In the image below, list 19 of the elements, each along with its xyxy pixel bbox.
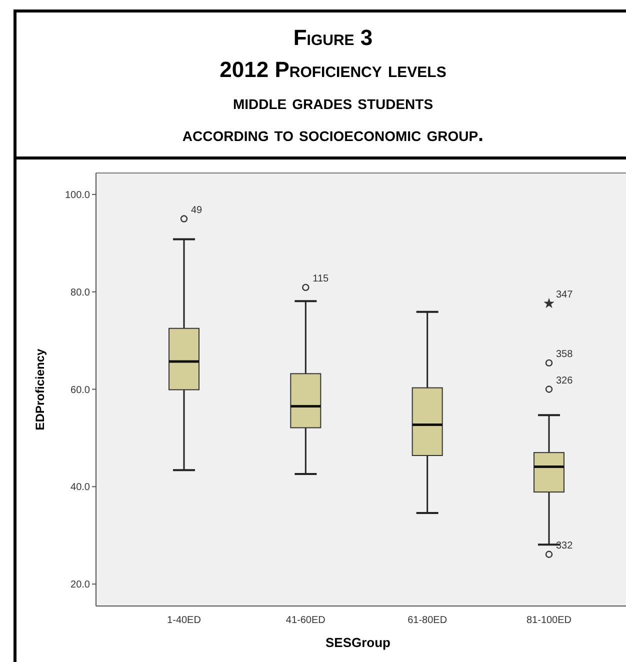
x-axis-title: SESGroup xyxy=(325,635,391,650)
y-tick-label: 80.0 xyxy=(70,287,90,298)
y-axis-title: EDProficiency xyxy=(33,348,47,430)
chart-subtitle: 2012 Proficiency levels middle grades students according to socioeconomic group. xyxy=(182,57,484,146)
annotation: 347 xyxy=(556,290,574,301)
x-tick-label: 81-100ED xyxy=(526,615,572,626)
annotation: 115 xyxy=(312,273,330,284)
y-tick-label: 20.0 xyxy=(70,580,90,591)
y-tick-label: 60.0 xyxy=(70,384,90,396)
annotation: 326 xyxy=(556,375,574,386)
annotation: 49 xyxy=(191,204,203,216)
x-tick-label: 61-80ED xyxy=(408,615,448,626)
y-tick-label: 40.0 xyxy=(70,482,90,494)
annotation: 358 xyxy=(556,348,574,360)
x-tick-label: 1-40ED xyxy=(167,615,201,626)
chart-title: Figure 3 xyxy=(293,25,373,50)
annotation: 332 xyxy=(556,540,574,552)
x-tick-label: 41-60ED xyxy=(286,615,326,626)
y-tick-label: 100.0 xyxy=(64,190,90,201)
